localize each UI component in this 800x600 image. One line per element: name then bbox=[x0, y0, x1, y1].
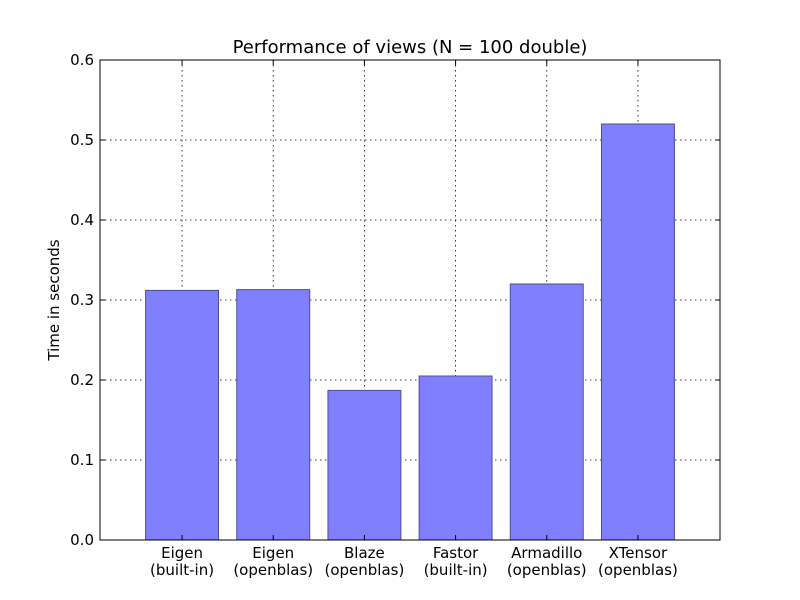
bar bbox=[236, 289, 311, 541]
x-tick-label: XTensor (openblas) bbox=[598, 544, 678, 579]
bar-group bbox=[145, 123, 675, 541]
y-tick-label: 0.0 bbox=[70, 531, 94, 549]
bar bbox=[145, 289, 220, 541]
x-tick-label: Eigen (built-in) bbox=[150, 544, 214, 579]
y-tick-label: 0.3 bbox=[70, 291, 94, 309]
y-tick-label: 0.1 bbox=[70, 451, 94, 469]
x-tick-label: Blaze (openblas) bbox=[324, 544, 404, 579]
bar bbox=[418, 375, 493, 541]
chart-title: Performance of views (N = 100 double) bbox=[233, 37, 588, 58]
axis-ticks: 0.0 0.1 0.2 0.3 0.4 0.5 0.6 Eigen (built-in) Eige… bbox=[70, 51, 720, 579]
y-tick-label: 0.5 bbox=[70, 131, 94, 149]
bar bbox=[600, 123, 675, 541]
y-axis-label: Time in seconds bbox=[45, 239, 63, 361]
y-tick-label: 0.4 bbox=[70, 211, 94, 229]
bar bbox=[509, 283, 584, 541]
bar bbox=[327, 389, 402, 541]
y-tick-label: 0.6 bbox=[70, 51, 94, 69]
y-tick-label: 0.2 bbox=[70, 371, 94, 389]
x-tick-label: Eigen (openblas) bbox=[233, 544, 313, 579]
x-tick-label: Fastor (built-in) bbox=[424, 544, 488, 579]
x-tick-label: Armadillo (openblas) bbox=[507, 544, 587, 579]
